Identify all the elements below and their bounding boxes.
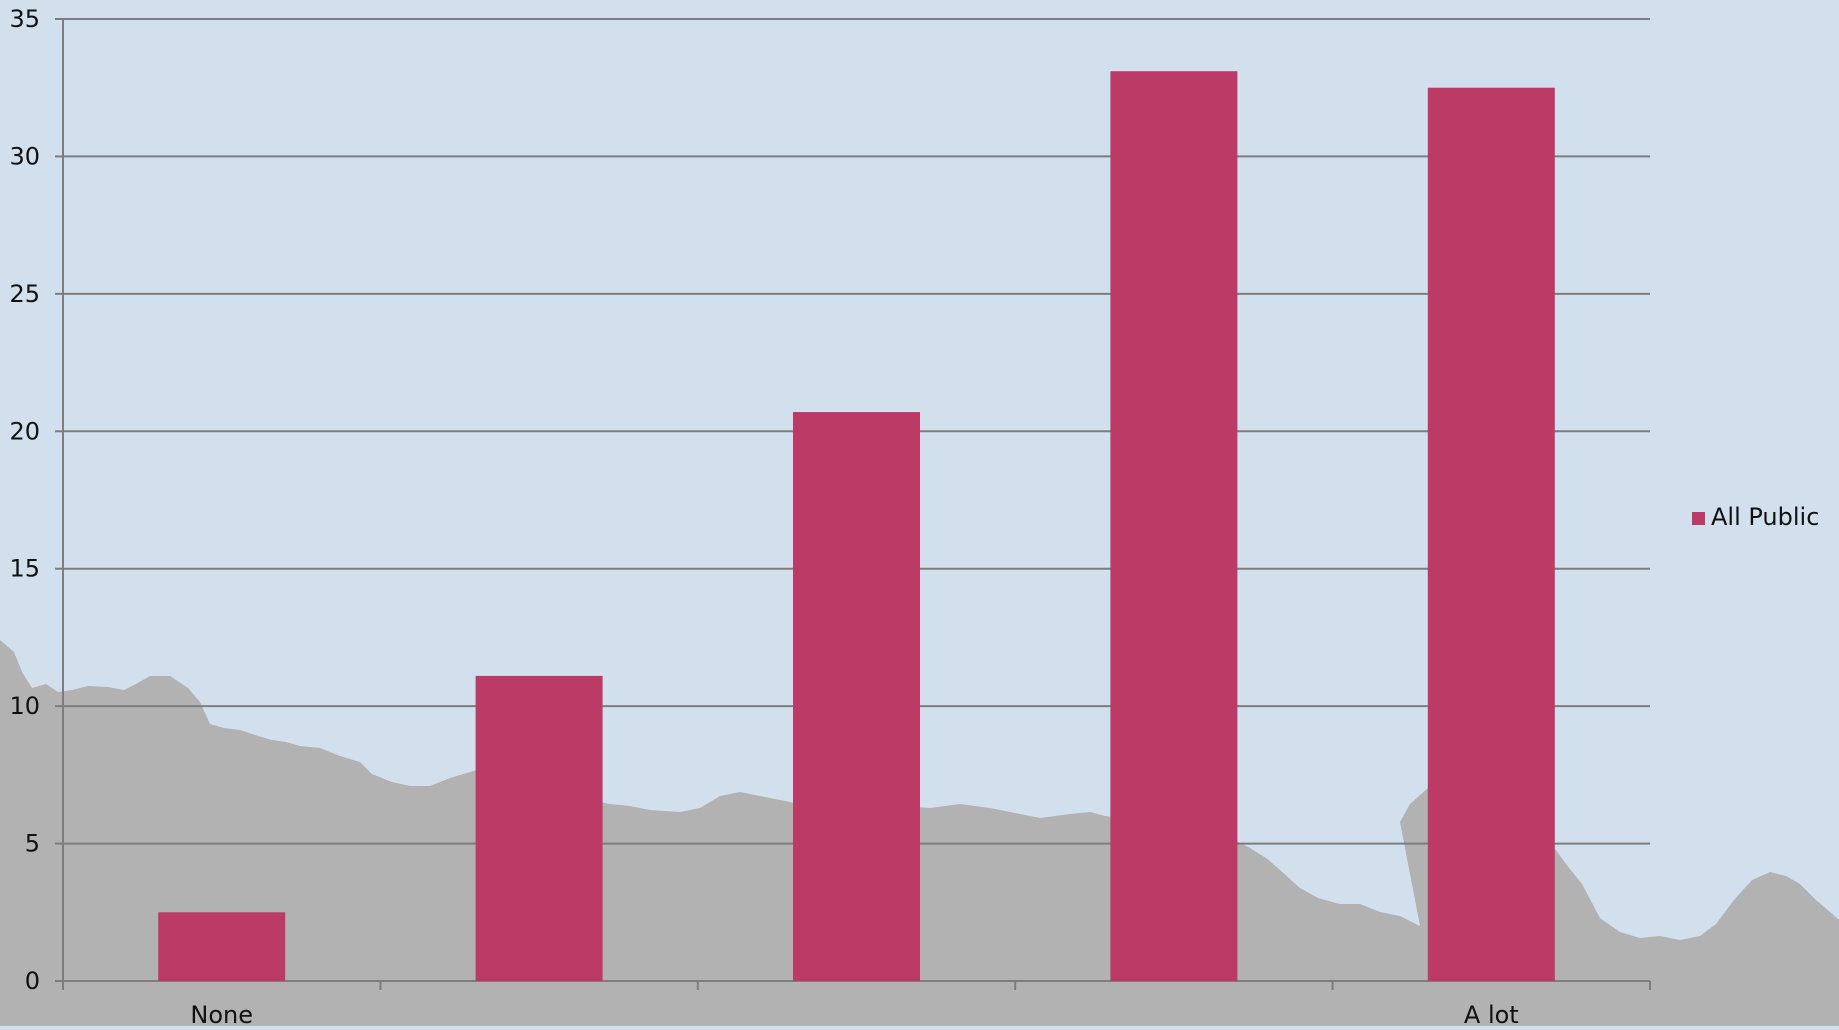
y-tick-label-25: 25: [9, 280, 40, 308]
bar-4: [1427, 87, 1555, 981]
y-tick-label-10: 10: [9, 692, 40, 720]
legend-label-all-public: All Public: [1711, 503, 1819, 531]
bar-0: [158, 912, 286, 981]
y-tick-label-5: 5: [25, 830, 40, 858]
y-axis-tick-labels: 0 5 10 15 20 25 30 35: [9, 5, 40, 995]
bar-2: [793, 412, 920, 981]
y-tick-label-20: 20: [9, 417, 40, 445]
y-tick-label-35: 35: [9, 5, 40, 33]
x-tick-label-0: None: [190, 1001, 253, 1026]
bar-1: [475, 675, 603, 981]
x-tick-label-4: A lot: [1464, 1001, 1519, 1026]
bar-series-all-public: [158, 71, 1555, 982]
bar-3: [1110, 71, 1238, 982]
y-tick-label-30: 30: [9, 142, 40, 170]
x-axis-tick-labels: None A lot: [190, 1001, 1519, 1029]
y-tick-label-0: 0: [25, 967, 40, 995]
legend-swatch-all-public: [1692, 512, 1705, 525]
y-tick-label-15: 15: [9, 555, 40, 583]
legend: All Public: [1692, 503, 1819, 531]
